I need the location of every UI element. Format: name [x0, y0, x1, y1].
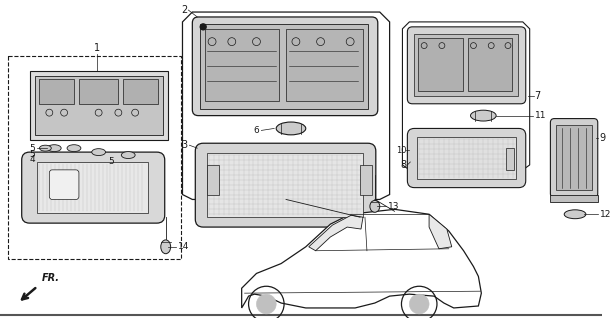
- Bar: [414, 34, 518, 96]
- Text: 9: 9: [600, 133, 606, 143]
- Text: 12: 12: [600, 210, 610, 219]
- Bar: [286, 29, 363, 101]
- Ellipse shape: [121, 152, 135, 158]
- Bar: [506, 148, 514, 170]
- FancyBboxPatch shape: [192, 17, 378, 116]
- Ellipse shape: [370, 200, 380, 212]
- Bar: [467, 38, 512, 91]
- Bar: [35, 76, 163, 135]
- FancyBboxPatch shape: [407, 27, 526, 104]
- Text: 6: 6: [254, 126, 259, 135]
- Text: 7: 7: [534, 91, 541, 101]
- Polygon shape: [429, 214, 452, 249]
- Bar: [205, 29, 279, 101]
- Text: 4: 4: [30, 156, 35, 164]
- FancyBboxPatch shape: [195, 143, 376, 227]
- Circle shape: [200, 24, 206, 30]
- Ellipse shape: [67, 145, 81, 152]
- Polygon shape: [242, 209, 481, 308]
- Bar: [417, 137, 516, 179]
- Text: 5: 5: [109, 157, 114, 166]
- FancyBboxPatch shape: [407, 128, 526, 188]
- Polygon shape: [30, 71, 168, 140]
- Text: 5: 5: [30, 149, 35, 159]
- Bar: [556, 125, 592, 189]
- Ellipse shape: [92, 149, 106, 156]
- Text: 14: 14: [178, 242, 189, 251]
- Bar: [40, 79, 74, 104]
- Text: 2: 2: [181, 5, 187, 15]
- Bar: [8, 56, 181, 259]
- Bar: [37, 162, 148, 213]
- Text: 1: 1: [93, 44, 99, 53]
- FancyBboxPatch shape: [49, 170, 79, 199]
- Bar: [200, 24, 368, 109]
- Bar: [360, 165, 372, 195]
- Ellipse shape: [48, 145, 61, 152]
- Bar: [550, 195, 598, 203]
- Ellipse shape: [470, 110, 496, 121]
- FancyBboxPatch shape: [22, 152, 165, 223]
- Ellipse shape: [40, 145, 51, 151]
- Circle shape: [409, 294, 429, 314]
- Text: 11: 11: [534, 111, 546, 120]
- FancyBboxPatch shape: [550, 119, 598, 197]
- Text: FR.: FR.: [41, 273, 59, 283]
- Text: 5: 5: [30, 144, 35, 153]
- Polygon shape: [309, 215, 363, 251]
- Text: 10: 10: [396, 146, 406, 155]
- Bar: [418, 38, 462, 91]
- Text: 13: 13: [387, 202, 399, 211]
- Circle shape: [256, 294, 276, 314]
- Bar: [207, 165, 219, 195]
- Ellipse shape: [564, 210, 586, 219]
- Text: 3: 3: [181, 140, 187, 150]
- Ellipse shape: [276, 122, 306, 135]
- Ellipse shape: [161, 240, 171, 254]
- Bar: [79, 79, 118, 104]
- Bar: [123, 79, 158, 104]
- Bar: [207, 153, 363, 217]
- Text: 8: 8: [400, 160, 406, 170]
